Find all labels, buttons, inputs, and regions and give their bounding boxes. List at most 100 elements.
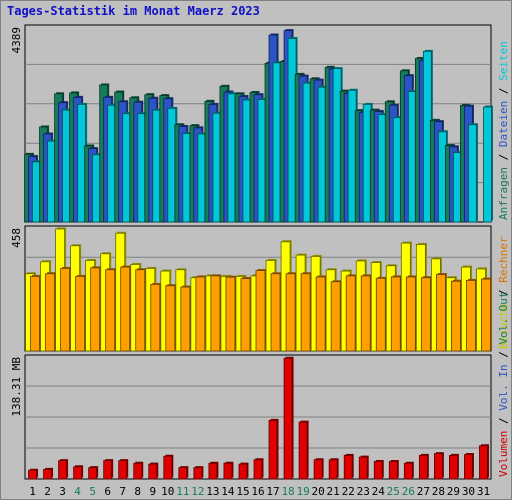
- legend-item-dateien: Dateien: [497, 101, 510, 147]
- legend-separator: /: [497, 283, 510, 303]
- x-tick-label-day-29: 29: [447, 485, 460, 498]
- bar-rechner-day-30: [466, 280, 476, 352]
- bar-volumen-day-22: [343, 454, 353, 480]
- bar-volumen-day-2: [43, 468, 52, 480]
- x-tick-label-day-27: 27: [417, 485, 430, 498]
- bar-volumen-day-14: [223, 462, 233, 480]
- x-tick-label-day-30: 30: [462, 485, 475, 498]
- bar-volumen-day-25: [388, 461, 398, 480]
- legend-item-vol-out: Vol. Out: [497, 292, 510, 345]
- x-tick-label-day-13: 13: [206, 485, 219, 498]
- x-tick-label-day-6: 6: [104, 485, 111, 498]
- bar-volumen-day-23: [358, 456, 368, 480]
- legend-item-vol-in: Vol. In: [497, 364, 510, 410]
- bar-rechner-day-11: [180, 286, 191, 352]
- bar-rechner-day-7: [120, 266, 131, 352]
- x-tick-label-day-25: 25: [387, 485, 400, 498]
- bar-rechner-day-4: [75, 276, 86, 352]
- bar-volumen-day-28: [433, 453, 443, 480]
- bar-rechner-day-2: [45, 273, 55, 352]
- bar-rechner-day-22: [345, 275, 356, 352]
- bar-rechner-day-13: [210, 275, 221, 352]
- x-tick-label-day-19: 19: [296, 485, 309, 498]
- bar-volumen-day-8: [133, 462, 143, 480]
- x-tick-label-day-28: 28: [432, 485, 445, 498]
- bar-rechner-day-9: [150, 284, 161, 352]
- legend-item-volumen: Volumen: [497, 431, 510, 477]
- x-tick-label-day-17: 17: [266, 485, 279, 498]
- x-tick-label-day-1: 1: [29, 485, 36, 498]
- chart-title: Tages-Statistik im Monat Maerz 2023: [7, 4, 260, 18]
- bar-volumen-day-5: [88, 467, 98, 480]
- bar-volumen-day-3: [58, 460, 67, 480]
- bar-rechner-day-10: [165, 285, 176, 352]
- bar-rechner-day-21: [330, 281, 341, 352]
- x-tick-label-day-12: 12: [191, 485, 204, 498]
- bar-rechner-day-5: [90, 267, 101, 352]
- legend-item-seiten: Seiten: [497, 41, 510, 81]
- bar-volumen-day-7: [118, 460, 128, 480]
- bar-volumen-day-30: [464, 454, 473, 480]
- bar-rechner-day-18: [285, 273, 296, 352]
- x-tick-label-day-16: 16: [251, 485, 264, 498]
- legend-separator: /: [497, 147, 510, 167]
- bar-volumen-day-1: [28, 469, 37, 480]
- bar-rechner-day-26: [405, 276, 416, 352]
- x-tick-label-day-5: 5: [89, 485, 96, 498]
- bar-volumen-day-27: [418, 454, 428, 480]
- bar-volumen-day-4: [73, 466, 83, 480]
- x-tick-label-day-3: 3: [59, 485, 66, 498]
- bar-volumen-day-16: [253, 459, 263, 480]
- x-tick-label-day-22: 22: [342, 485, 355, 498]
- x-tick-label-day-15: 15: [236, 485, 249, 498]
- bar-seiten-day-31: [483, 106, 492, 223]
- legend-item-anfragen: Anfragen: [497, 167, 510, 220]
- bar-volumen-day-6: [103, 460, 113, 480]
- bar-rechner-day-1: [30, 276, 40, 352]
- legend-middle: Besuche / Rechner: [497, 236, 510, 349]
- bar-rechner-day-3: [60, 268, 70, 352]
- bar-rechner-day-28: [435, 274, 446, 352]
- x-tick-label-day-20: 20: [312, 485, 325, 498]
- bar-volumen-day-24: [373, 461, 383, 480]
- bar-volumen-day-13: [208, 462, 218, 480]
- x-tick-label-day-4: 4: [74, 485, 81, 498]
- bar-rechner-day-19: [300, 273, 311, 352]
- legend-top: Anfragen / Dateien / Seiten: [497, 41, 510, 220]
- bar-volumen-day-17: [268, 419, 278, 480]
- axis-max-label-top: 4389: [10, 27, 23, 54]
- x-tick-label-day-2: 2: [44, 485, 51, 498]
- axis-max-label-middle: 458: [10, 228, 23, 248]
- bar-volumen-day-20: [313, 459, 323, 480]
- x-tick-label-day-21: 21: [327, 485, 340, 498]
- x-tick-label-day-14: 14: [221, 485, 235, 498]
- bar-rechner-day-12: [195, 276, 206, 352]
- axis-max-label-bottom: 138.31 MB: [10, 357, 23, 417]
- bar-seiten-day-30: [468, 124, 477, 223]
- bar-rechner-day-6: [105, 269, 116, 352]
- bar-rechner-day-25: [390, 276, 401, 352]
- bar-volumen-day-9: [148, 463, 158, 480]
- legend-separator: /: [497, 81, 510, 101]
- legend-item-rechner: Rechner: [497, 236, 510, 283]
- bar-volumen-day-11: [178, 467, 188, 480]
- bar-volumen-day-12: [193, 467, 203, 480]
- bar-rechner-day-8: [135, 269, 146, 352]
- x-tick-label-day-24: 24: [372, 485, 386, 498]
- bar-rechner-day-17: [270, 273, 281, 352]
- bar-rechner-day-23: [360, 275, 371, 352]
- bar-volumen-day-29: [449, 454, 458, 480]
- x-tick-label-day-7: 7: [119, 485, 126, 498]
- legend-separator: /: [497, 411, 510, 431]
- bar-volumen-day-31: [479, 445, 488, 480]
- x-tick-label-day-26: 26: [402, 485, 415, 498]
- x-tick-label-day-8: 8: [134, 485, 141, 498]
- bar-rechner-day-14: [225, 276, 236, 352]
- bar-volumen-day-10: [163, 455, 173, 480]
- bar-rechner-day-15: [240, 278, 251, 352]
- bar-rechner-day-31: [481, 278, 491, 352]
- x-tick-label-day-10: 10: [161, 485, 174, 498]
- x-tick-label-day-9: 9: [149, 485, 156, 498]
